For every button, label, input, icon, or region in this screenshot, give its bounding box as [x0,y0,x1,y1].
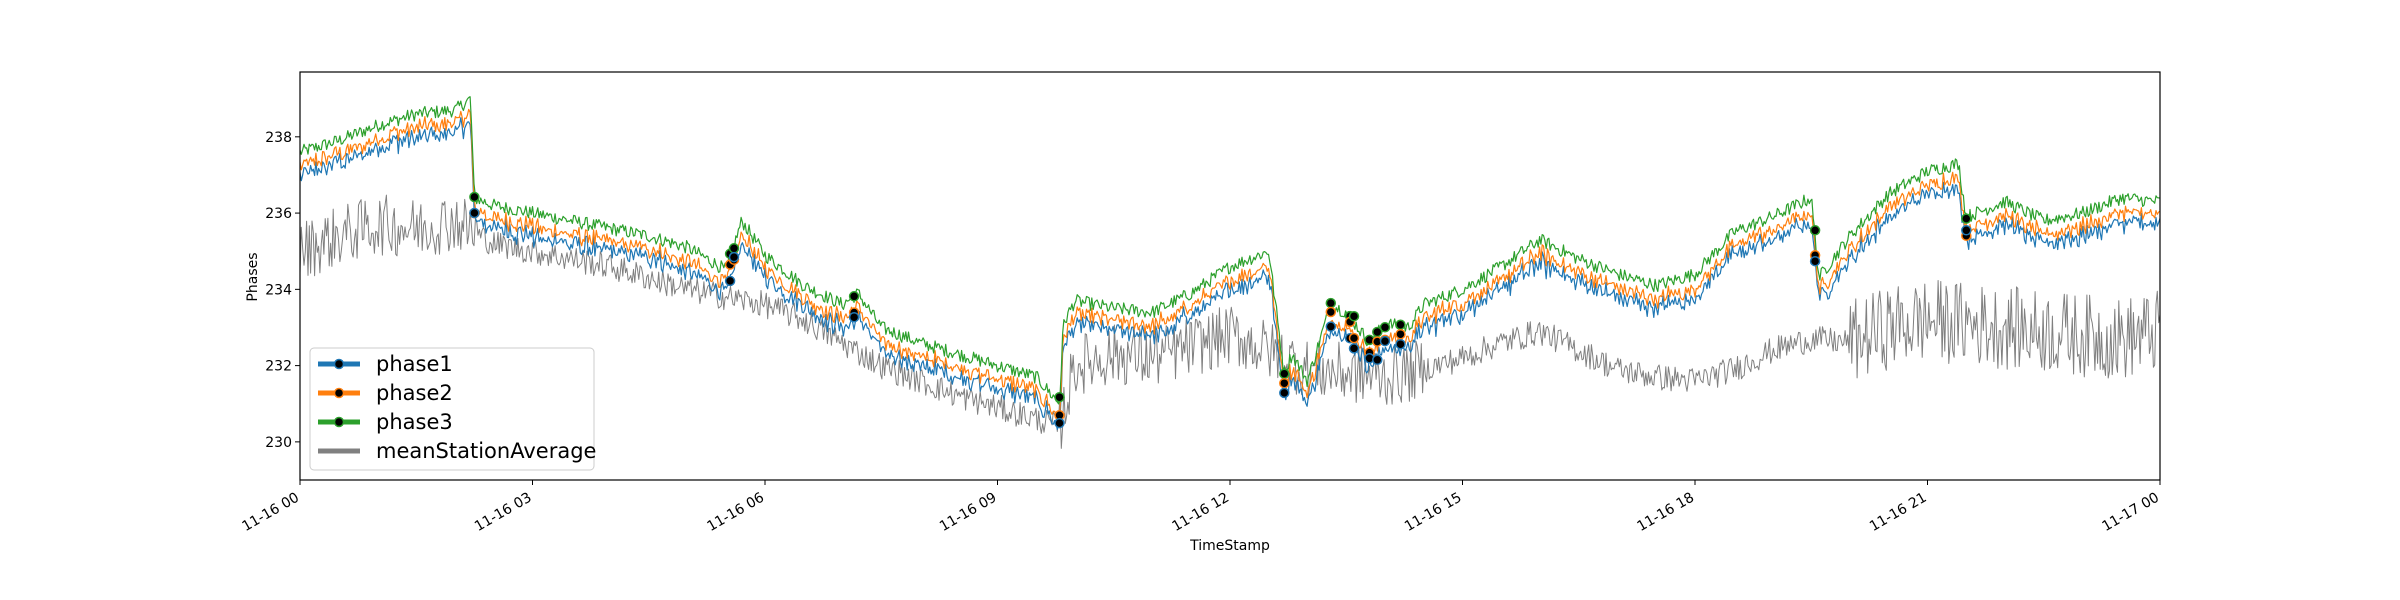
anomaly-marker [724,275,736,287]
anomaly-marker [1054,417,1065,429]
anomaly-marker [1348,343,1360,354]
anomaly-marker [1279,377,1290,389]
series-layer [300,96,2160,449]
series-line-phase3 [300,96,2160,405]
anomaly-marker [728,251,740,263]
anomaly-markers [469,191,1972,429]
series-line-phase1 [300,117,2160,430]
anomaly-marker [1379,322,1391,333]
anomaly-marker [1372,354,1383,366]
legend-box [309,347,595,471]
anomaly-marker [1325,321,1337,332]
legend-label: meanStationAverage [376,439,596,463]
anomaly-marker [1961,225,1972,236]
legend-marker [333,358,345,370]
anomaly-marker [848,291,860,302]
y-tick-label: 236 [265,206,292,222]
series-line-phase2 [300,108,2160,419]
anomaly-marker [469,191,480,203]
y-axis-title: Phases [245,252,261,301]
anomaly-marker [1809,255,1821,267]
anomaly-marker [1348,310,1360,322]
y-tick-label: 234 [265,282,292,298]
anomaly-marker [1325,306,1337,318]
anomaly-marker [1809,225,1821,236]
anomaly-marker [1961,213,1972,224]
y-tick-label: 230 [265,435,292,451]
anomaly-marker [1325,297,1337,309]
legend-marker [333,416,345,428]
anomaly-marker [1379,335,1391,347]
anomaly-marker [1395,319,1406,330]
anomaly-marker [1395,338,1406,350]
anomaly-marker [1348,332,1360,344]
legend-label: phase3 [376,410,453,434]
anomaly-marker [1054,391,1065,403]
legend: phase1 phase2 phase3 meanStationAverage [309,347,596,471]
legend-label: phase2 [376,381,453,405]
y-tick-label: 238 [265,130,292,146]
legend-label: phase1 [376,352,453,376]
anomaly-marker [848,311,860,323]
y-tick-label: 232 [265,359,292,375]
x-axis-title: TimeStamp [1189,538,1270,554]
anomaly-marker [1279,387,1290,399]
anomaly-marker [728,243,740,254]
legend-marker [333,387,345,399]
anomaly-marker [1279,368,1290,379]
series-line-meanStationAverage [300,194,2160,449]
y-axis: 230 232 234 236 238 [265,130,300,451]
anomaly-marker [1395,328,1406,340]
anomaly-marker [469,207,480,219]
